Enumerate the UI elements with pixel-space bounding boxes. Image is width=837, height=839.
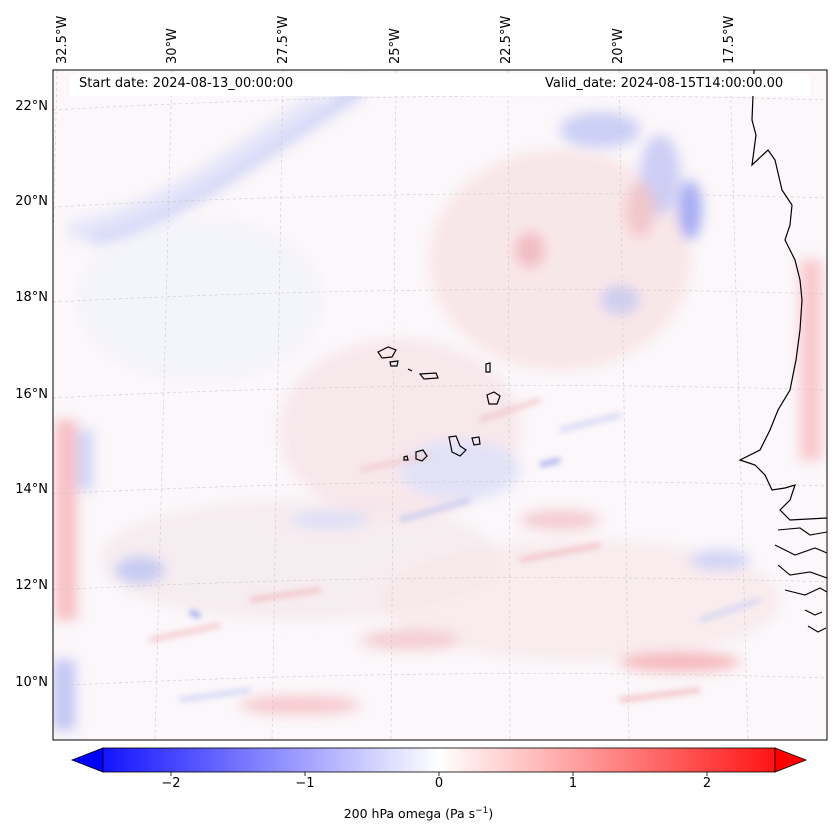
colorbar-label-close: )	[488, 806, 494, 822]
header-bg	[70, 74, 810, 96]
lon-label-20w: 20°W	[611, 28, 626, 64]
colorbar-label: 200 hPa omega (Pa s−1)	[0, 806, 837, 821]
colorbar-label-exponent: −1	[475, 806, 489, 816]
colorbar	[70, 747, 808, 776]
lat-label-16n: 16°N	[15, 387, 48, 402]
valid-date-label: Valid_date: 2024-08-15T14:00:00.00	[545, 76, 784, 91]
lon-label-27-5w: 27.5°W	[276, 15, 291, 64]
lat-label-20n: 20°N	[15, 194, 48, 209]
colorbar-tick-1: 1	[568, 776, 578, 791]
colorbar-tick-minus2: −2	[161, 776, 181, 791]
omega-field	[53, 70, 827, 740]
colorbar-tick-2: 2	[702, 776, 712, 791]
lat-label-14n: 14°N	[15, 482, 48, 497]
lon-label-25w: 25°W	[388, 28, 403, 64]
lon-label-32-5w: 32.5°W	[55, 15, 70, 64]
cape-verde-islands	[377, 346, 501, 462]
colorbar-tick-minus1: −1	[295, 776, 315, 791]
lat-label-10n: 10°N	[15, 675, 48, 690]
lat-label-22n: 22°N	[15, 99, 48, 114]
map-frame	[52, 69, 828, 741]
lon-label-17-5w: 17.5°W	[722, 15, 737, 64]
graticule	[53, 70, 827, 740]
lon-label-30w: 30°W	[165, 28, 180, 64]
lon-label-22-5w: 22.5°W	[499, 15, 514, 64]
lat-label-18n: 18°N	[15, 290, 48, 305]
start-date-label: Start date: 2024-08-13_00:00:00	[79, 76, 294, 91]
colorbar-label-text: 200 hPa omega (Pa s	[343, 806, 476, 822]
africa-coastline	[738, 70, 827, 521]
lat-label-12n: 12°N	[15, 578, 48, 593]
colorbar-tick-0: 0	[434, 776, 444, 791]
